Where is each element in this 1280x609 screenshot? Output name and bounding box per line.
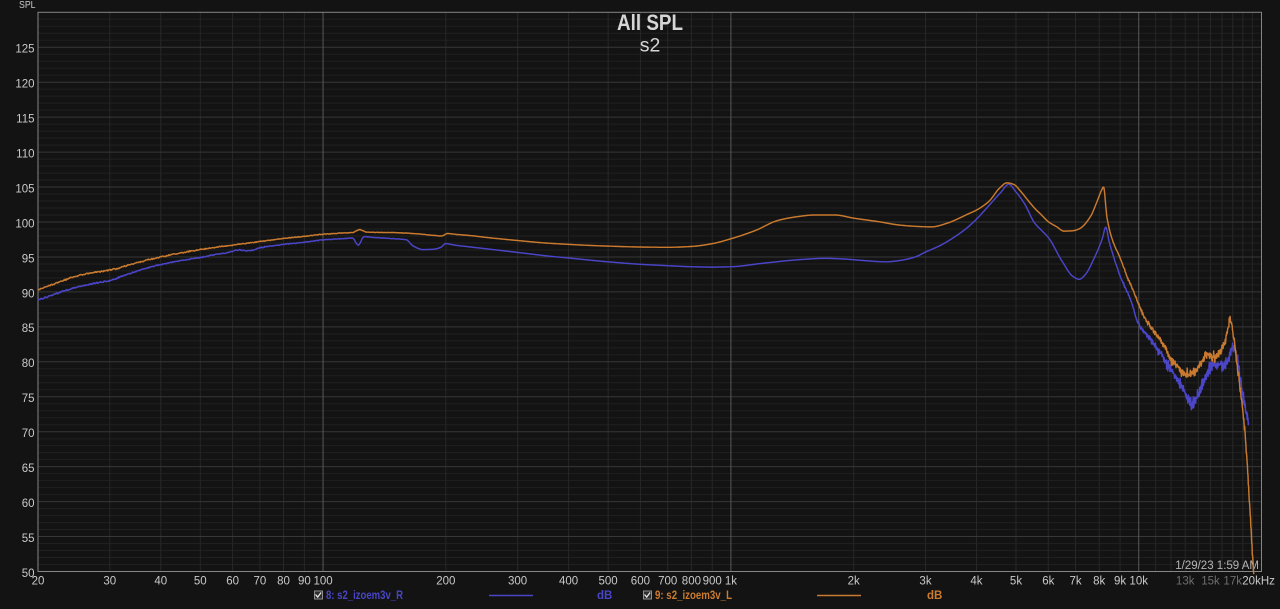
svg-text:600: 600 [631,576,650,588]
svg-text:70: 70 [254,576,267,588]
svg-text:s2: s2 [640,35,661,57]
svg-text:900: 900 [703,576,722,588]
svg-text:20: 20 [32,576,45,588]
svg-text:115: 115 [16,114,34,126]
svg-text:13k: 13k [1176,576,1195,588]
svg-text:50: 50 [194,576,207,588]
svg-text:60: 60 [226,576,239,588]
svg-text:200: 200 [436,576,455,588]
svg-text:10k: 10k [1129,576,1148,588]
svg-text:1k: 1k [725,576,737,588]
svg-text:400: 400 [559,576,578,588]
svg-text:All SPL: All SPL [617,10,683,35]
svg-text:20kHz: 20kHz [1242,576,1275,588]
svg-text:5k: 5k [1010,576,1022,588]
svg-text:105: 105 [15,183,34,195]
svg-text:SPL: SPL [19,0,36,11]
svg-text:80: 80 [277,576,290,588]
svg-text:15k: 15k [1201,576,1220,588]
svg-text:100: 100 [314,576,333,588]
svg-text:dB: dB [927,590,942,602]
svg-text:17k: 17k [1223,576,1242,588]
svg-text:120: 120 [15,79,34,91]
svg-text:70: 70 [22,428,35,440]
svg-text:9k: 9k [1114,576,1126,588]
svg-text:55: 55 [22,533,35,545]
svg-text:65: 65 [22,463,35,475]
svg-text:60: 60 [22,498,35,510]
svg-text:8k: 8k [1093,576,1105,588]
svg-text:1/29/23 1:59 AM: 1/29/23 1:59 AM [1175,560,1259,572]
svg-text:80: 80 [22,358,35,370]
svg-text:300: 300 [508,576,527,588]
svg-text:800: 800 [682,576,701,588]
svg-text:4k: 4k [970,576,982,588]
svg-text:125: 125 [15,44,34,56]
svg-text:2k: 2k [848,576,860,588]
svg-text:700: 700 [658,576,677,588]
svg-text:500: 500 [599,576,618,588]
svg-text:30: 30 [103,576,116,588]
svg-text:100: 100 [15,218,34,230]
svg-text:9: s2_izoem3v_L: 9: s2_izoem3v_L [655,590,732,602]
svg-text:40: 40 [154,576,167,588]
svg-text:7k: 7k [1070,576,1082,588]
svg-text:3k: 3k [919,576,931,588]
svg-text:75: 75 [22,393,35,405]
svg-text:dB: dB [597,590,612,602]
svg-text:8: s2_izoem3v_R: 8: s2_izoem3v_R [326,590,404,602]
svg-text:110: 110 [16,149,34,161]
svg-text:50: 50 [22,568,35,580]
svg-text:90: 90 [22,288,35,300]
svg-text:85: 85 [22,323,35,335]
svg-text:6k: 6k [1042,576,1054,588]
svg-text:90: 90 [298,576,311,588]
svg-text:95: 95 [22,253,35,265]
